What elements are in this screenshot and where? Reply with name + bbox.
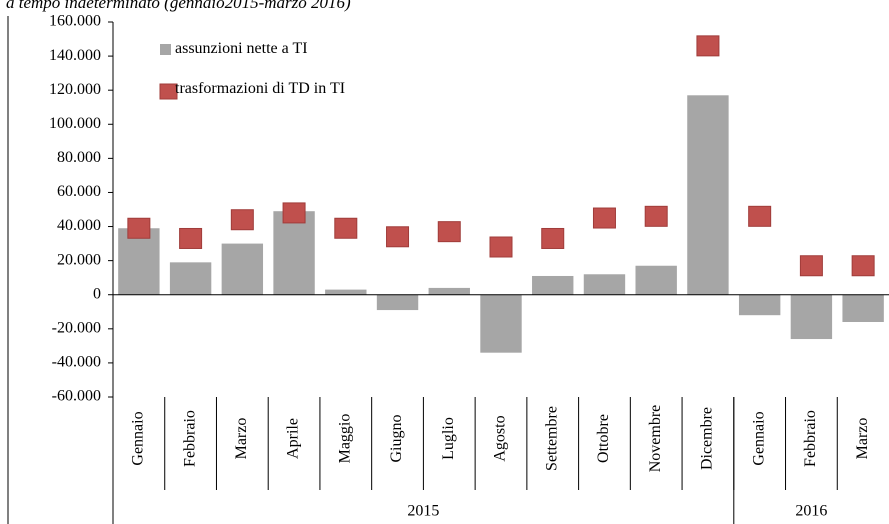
bar: [118, 228, 160, 295]
point: [644, 205, 668, 227]
x-tick-label: Ottobre: [595, 414, 612, 463]
y-tick-label: 0: [93, 285, 101, 302]
x-tick-label: Marzo: [854, 418, 871, 460]
point: [489, 236, 513, 258]
x-tick-label: Giugno: [388, 415, 405, 463]
bar: [687, 95, 729, 295]
x-tick-label: Dicembre: [699, 407, 716, 470]
bar: [273, 211, 315, 295]
point: [748, 205, 772, 227]
legend-label: assunzioni nette a TI: [175, 40, 308, 57]
bar: [376, 294, 419, 311]
x-tick-label: Marzo: [233, 418, 250, 460]
bar: [532, 275, 574, 295]
x-tick-label: Gennaio: [130, 411, 147, 465]
x-tick-label: Luglio: [440, 417, 457, 460]
x-tick-label: Febbraio: [181, 410, 198, 467]
y-tick-label: 160.000: [49, 13, 101, 30]
y-tick-label: 140.000: [49, 47, 101, 64]
y-tick-label: 120.000: [49, 81, 101, 98]
x-group-label: 2015: [407, 503, 439, 520]
x-tick-label: Aprile: [285, 418, 302, 459]
legend-swatch: [159, 83, 178, 100]
y-tick-label: 40.000: [57, 217, 101, 234]
bar: [325, 289, 367, 295]
bar: [790, 294, 833, 340]
x-tick-label: Maggio: [336, 414, 353, 464]
bar: [480, 294, 522, 353]
point: [437, 221, 461, 243]
bar: [842, 294, 884, 322]
bar: [583, 274, 626, 295]
bar: [738, 294, 781, 316]
point: [230, 209, 254, 231]
y-tick-label: 100.000: [49, 115, 101, 132]
point: [282, 202, 306, 224]
point: [799, 255, 823, 277]
x-tick-label: Settembre: [543, 406, 560, 471]
chart-title: a tempo indeterminato (gennaio2015-marzo…: [6, 0, 351, 12]
point: [386, 226, 410, 248]
point: [696, 35, 720, 57]
x-tick-label: Gennaio: [750, 411, 767, 465]
x-tick-label: Novembre: [647, 405, 664, 473]
bar: [169, 262, 212, 295]
point: [592, 207, 616, 229]
legend-swatch: [160, 44, 171, 55]
y-tick-label: 20.000: [57, 251, 101, 268]
point: [179, 227, 203, 249]
y-tick-label: -20.000: [52, 319, 101, 336]
x-group-label: 2016: [795, 503, 827, 520]
y-tick-label: -60.000: [52, 388, 101, 405]
point: [334, 217, 358, 239]
bar: [428, 287, 470, 295]
point: [541, 227, 565, 249]
legend-label: trasformazioni di TD in TI: [175, 80, 346, 97]
y-tick-label: 80.000: [57, 149, 101, 166]
point: [851, 255, 875, 277]
x-tick-label: Agosto: [492, 415, 509, 461]
y-tick-label: -40.000: [52, 354, 101, 371]
y-tick-label: 60.000: [57, 183, 101, 200]
bar: [635, 265, 677, 295]
bar: [221, 243, 264, 295]
point: [127, 217, 151, 239]
x-tick-label: Febbraio: [802, 410, 819, 467]
